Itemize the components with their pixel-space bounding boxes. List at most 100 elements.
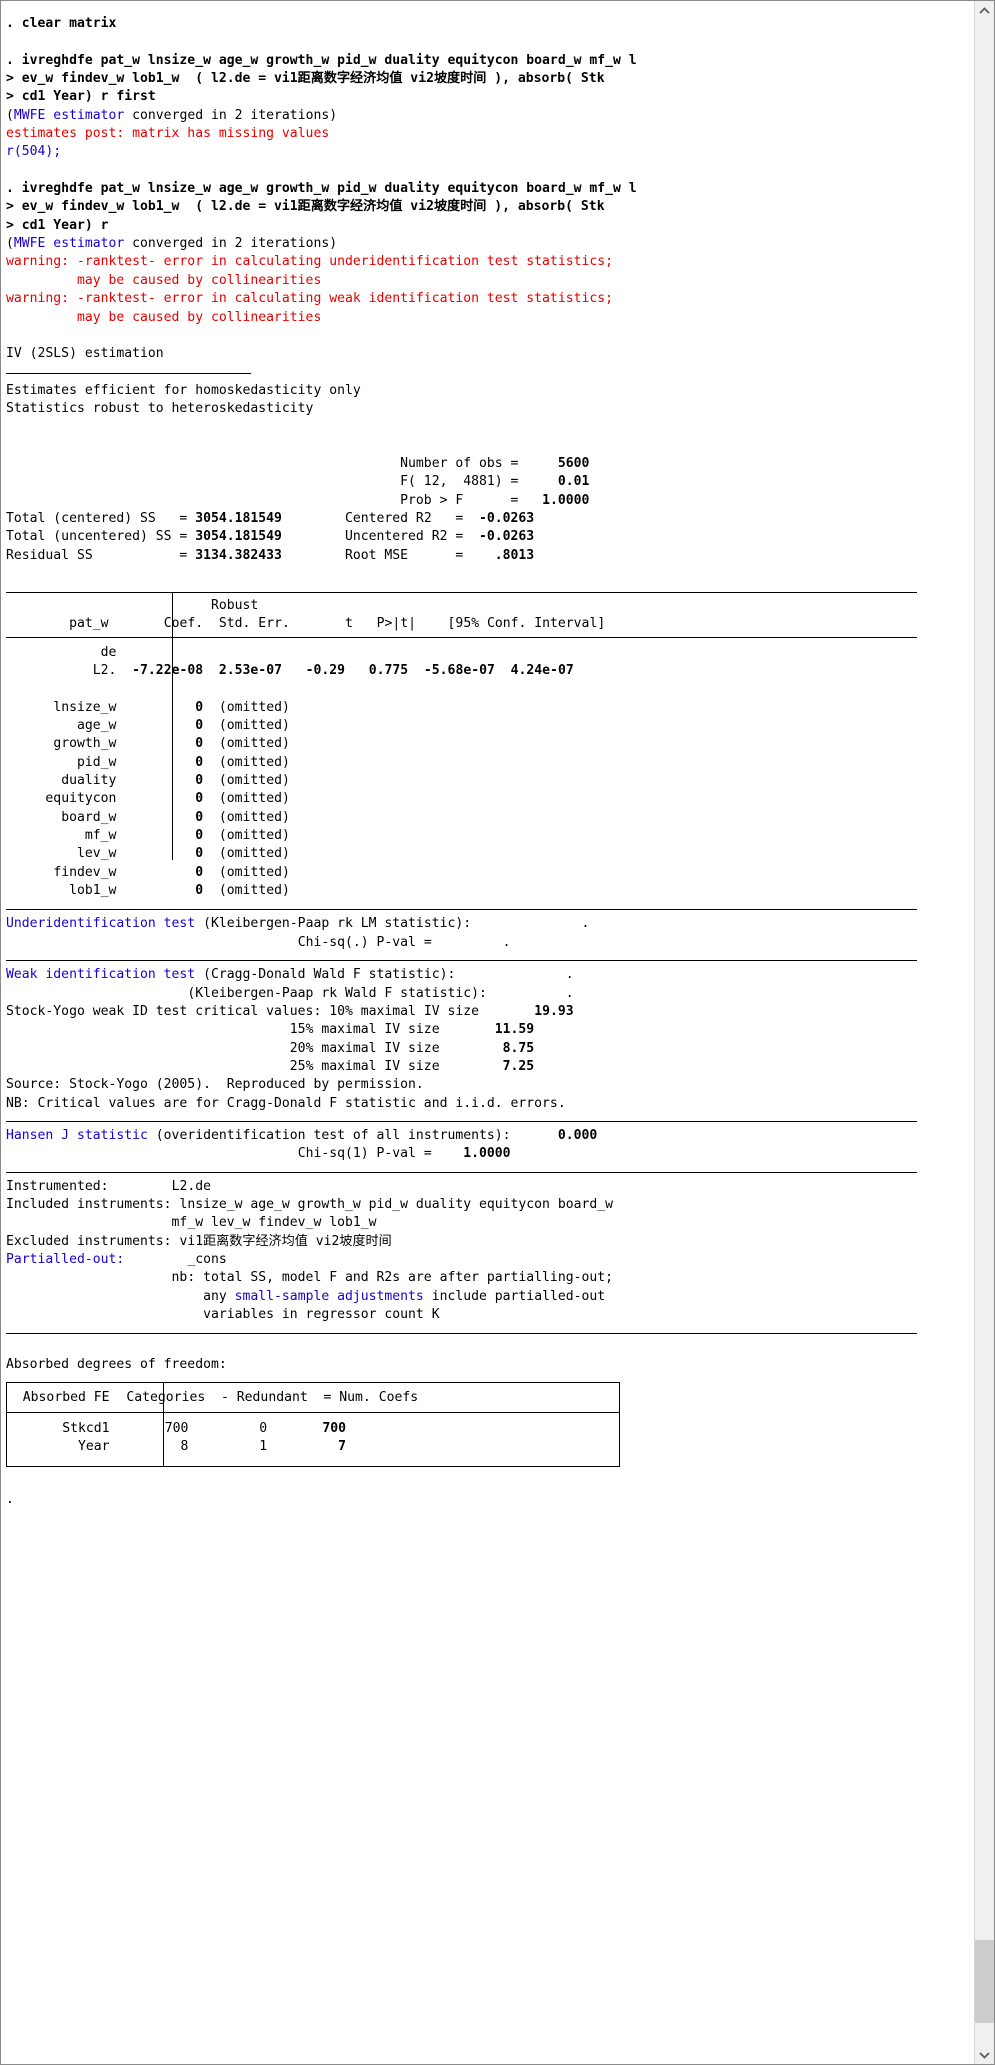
vertical-scrollbar[interactable] [974,1,994,2064]
stat-total-centered-ss: Total (centered) SS = 3054.181549 Center… [6,510,535,526]
underid-test-link[interactable]: Underidentification test [6,916,196,932]
hansen-j-link[interactable]: Hansen J statistic [6,1127,148,1143]
coef-table-vertical-rule-body [172,637,173,860]
absorbed-table-header: Absorbed FE Categories - Redundant = Num… [7,1383,619,1412]
absorbed-table: Absorbed FE Categories - Redundant = Num… [6,1381,620,1467]
coef-table-mid-rule [6,636,917,638]
coef-header-stderr: Std. Err. [218,616,290,632]
results-console[interactable]: . clear matrix . ivreghdfe pat_w lnsize_… [1,1,973,2064]
excluded-instruments-value: vi1距离数字经济均值 vi2坡度时间 [179,1233,392,1249]
stat-total-uncentered-ss-value: 3054.181549 [195,529,282,545]
coef-table-vertical-rule-header [172,591,173,669]
absorbed-table-mid-rule [7,1412,619,1414]
log-line-warning-weakid-1: warning: -ranktest- error in calculating… [6,291,613,307]
coef-de-p: 0.775 [368,663,409,678]
log-line-ivreghdfe-2c: > cd1 Year) r [6,217,109,233]
coef-de-se: 2.53e-07 [218,663,282,678]
coef-table-top-rule [6,591,917,593]
stock-yogo-row-10: Stock-Yogo weak ID test critical values:… [6,1003,574,1019]
stock-yogo-value-25: 7.25 [502,1058,535,1074]
instrumented-line: Instrumented: L2.de [6,1178,211,1194]
chevron-down-icon [979,2051,990,2059]
coef-row-de-varname: de [100,644,117,660]
spacer-before-prompt [6,1467,973,1491]
log-line-warning-underid-1: warning: -ranktest- error in calculating… [6,254,613,270]
underid-value: . [581,916,590,932]
absorbed-row-year: Year 8 1 7 [77,1439,347,1455]
partialled-nb-line-2: any small-sample adjustments include par… [171,1288,606,1304]
stock-yogo-row-15: 15% maximal IV size 11.59 [289,1022,535,1038]
coef-header-depvar: pat_w [69,616,109,632]
mwfe-estimator-link-2[interactable]: MWFE estimator [13,236,125,252]
coef-de-ci-lo: -5.68e-07 [423,663,495,678]
instrumented-value: L2.de [171,1178,211,1194]
log-blank-3 [6,328,14,343]
coef-de-t: -0.29 [305,663,346,678]
small-sample-adjustments-link[interactable]: small-sample adjustments [234,1288,424,1304]
stock-yogo-nb: NB: Critical values are for Cragg-Donald… [6,1095,566,1111]
underid-line: Underidentification test (Kleibergen-Paa… [6,916,590,932]
log-line-return-code[interactable]: r(504); [6,144,62,160]
stock-yogo-value-15: 11.59 [494,1022,535,1038]
log-line-ivreghdfe-2b: > ev_w findev_w lob1_w ( l2.de = vi1距离数字… [6,199,605,215]
scrollbar-thumb[interactable] [975,1940,994,2023]
log-line-ivreghdfe-2a: . ivreghdfe pat_w lnsize_w age_w growth_… [6,181,637,197]
stat-residual-ss: Residual SS = 3134.382433 Root MSE = .80… [6,547,535,563]
coef-row-mf-w: mf_w 0 (omitted) [84,828,290,844]
hansen-value: 0.000 [557,1127,598,1143]
stat-number-of-obs: Number of obs = 5600 [6,455,590,471]
stat-centered-r2-value: -0.0263 [471,510,535,526]
underidentification-block: Underidentification test (Kleibergen-Paa… [6,910,973,952]
log-line-clear-matrix: . clear matrix [6,16,117,31]
hansen-line: Hansen J statistic (overidentification t… [6,1127,598,1143]
partialled-out-link[interactable]: Partialled-out: [6,1251,125,1267]
stock-yogo-row-20: 20% maximal IV size 8.75 [289,1040,535,1056]
coef-row-de-values: L2. -7.22e-08 2.53e-07 -0.29 0.775 -5.68… [92,663,574,678]
included-instruments-line-2: mf_w lev_w findev_w lob1_w [6,1215,377,1230]
coef-row-pid-w: pid_w 0 (omitted) [76,754,290,770]
spacer-before-title-rule [6,364,973,373]
coef-table-rows: de L2. -7.22e-08 2.53e-07 -0.29 0.775 -5… [6,638,973,901]
absorbed-table-rows: Stkcd1 700 0 700 Year 8 1 7 [7,1413,619,1466]
underid-chisq-line: Chi-sq(.) P-val = . [297,934,511,950]
coef-row-board-w: board_w 0 (omitted) [61,809,290,825]
partialled-nb-line-3: variables in regressor count K [171,1307,440,1322]
spacer-before-coef-table [6,565,973,592]
weakid-value: . [565,967,574,983]
coef-row-duality: duality 0 (omitted) [61,773,290,789]
log-line-ivreghdfe-1b: > ev_w findev_w lob1_w ( l2.de = vi1距离数字… [6,71,605,87]
stock-yogo-source: Source: Stock-Yogo (2005). Reproduced by… [6,1077,424,1093]
weakid-test-link[interactable]: Weak identification test [6,967,196,983]
instruments-block: Instrumented: L2.de Included instruments… [6,1173,973,1325]
coef-row-equitycon: equitycon 0 (omitted) [45,791,290,807]
scroll-down-button[interactable] [975,2045,994,2064]
absorbed-table-vertical-rule [163,1382,164,1466]
scroll-up-button[interactable] [975,1,994,20]
stock-yogo-value-10: 19.93 [534,1003,574,1019]
estimation-title: IV (2SLS) estimation [6,346,164,362]
partialled-out-line: Partialled-out: _cons [6,1252,227,1267]
weakid-bottom-rule [6,1120,917,1122]
stat-f-statistic-value: 0.01 [526,474,590,490]
coef-row-growth-w: growth_w 0 (omitted) [53,736,290,752]
log-line-ivreghdfe-1a: . ivreghdfe pat_w lnsize_w age_w growth_… [6,52,637,68]
coefficient-table: Robust pat_w Coef. Std. Err. t P>|t| [95… [6,591,973,911]
coef-table-body: de L2. -7.22e-08 2.53e-07 -0.29 0.775 -5… [6,637,973,901]
log-line-estimates-post-error: estimates post: matrix has missing value… [6,126,330,142]
weakid-kp-line: (Kleibergen-Paap rk Wald F statistic): . [187,985,574,1001]
underid-bottom-rule [6,960,917,962]
mwfe-estimator-link-1[interactable]: MWFE estimator [13,107,125,123]
coef-row-age-w: age_w 0 (omitted) [76,718,290,734]
partialled-out-value: _cons [187,1251,227,1267]
estimation-title-rule [6,372,251,374]
chevron-up-icon [979,6,990,14]
coef-header-coef: Coef. [163,616,204,632]
log-line-warning-weakid-2: may be caused by collinearities [6,309,322,325]
stock-yogo-row-25: 25% maximal IV size 7.25 [289,1058,535,1074]
coef-header-labels-row: pat_w Coef. Std. Err. t P>|t| [95% Conf.… [6,616,605,631]
note-robust: Statistics robust to heteroskedasticity [6,400,314,416]
absorbed-stkcd1-coefs: 700 [322,1421,347,1437]
command-prompt[interactable]: . [6,1491,14,1507]
estimation-notes: Estimates efficient for homoskedasticity… [6,382,973,565]
